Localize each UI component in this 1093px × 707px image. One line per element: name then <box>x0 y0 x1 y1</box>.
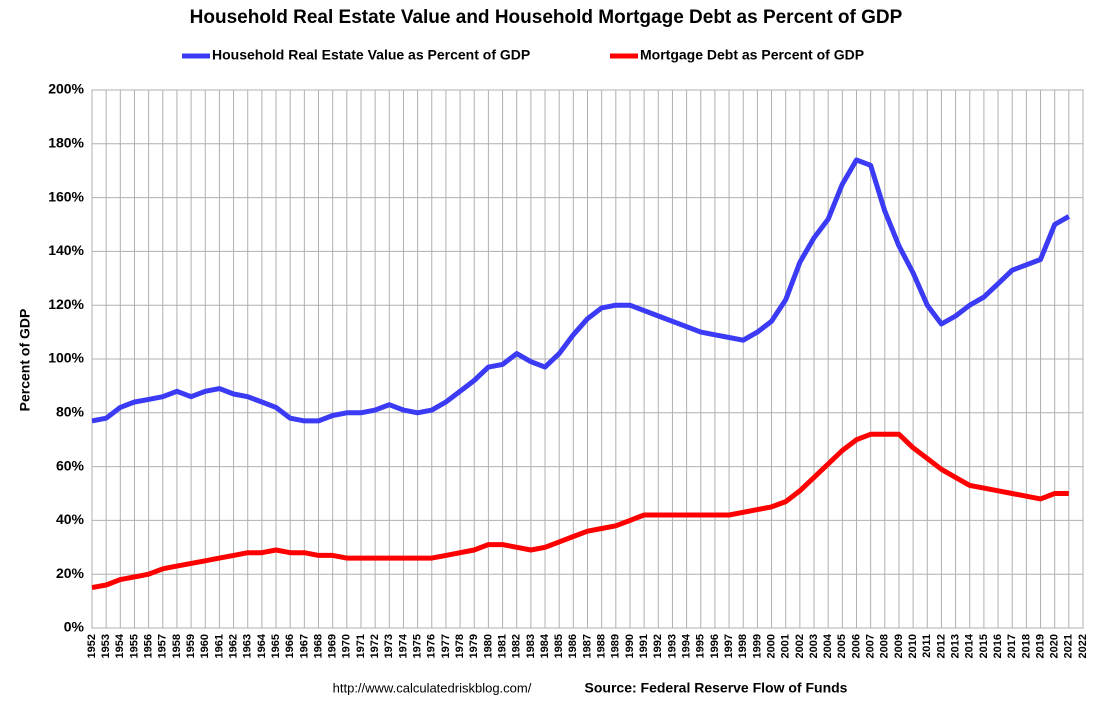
x-tick-label: 1984 <box>539 633 551 658</box>
x-tick-label: 1991 <box>638 634 650 658</box>
x-tick-label: 1976 <box>426 634 438 658</box>
x-tick-label: 1969 <box>327 634 339 658</box>
y-tick-label: 180% <box>48 135 84 151</box>
x-tick-label: 2021 <box>1063 634 1075 658</box>
x-tick-label: 1980 <box>482 634 494 658</box>
x-tick-label: 1968 <box>312 634 324 658</box>
x-tick-label: 1996 <box>709 634 721 658</box>
x-tick-label: 1964 <box>256 633 268 658</box>
y-tick-label: 80% <box>56 404 85 420</box>
x-tick-label: 2016 <box>992 634 1004 658</box>
x-tick-label: 1997 <box>723 634 735 658</box>
y-tick-label: 140% <box>48 242 84 258</box>
x-tick-label: 1999 <box>751 634 763 658</box>
x-tick-label: 1954 <box>114 633 126 658</box>
x-tick-label: 1993 <box>666 634 678 658</box>
x-tick-label: 1967 <box>298 634 310 658</box>
x-tick-label: 1963 <box>242 634 254 658</box>
source: Source: Federal Reserve Flow of Funds <box>585 680 848 696</box>
x-tick-label: 1952 <box>86 634 98 658</box>
x-tick-label: 2018 <box>1020 634 1032 658</box>
y-tick-label: 0% <box>64 619 85 635</box>
x-tick-label: 2009 <box>893 634 905 658</box>
x-tick-label: 1960 <box>199 634 211 658</box>
line <box>91 157 1071 424</box>
x-tick-label: 2022 <box>1077 634 1089 658</box>
x-tick-label: 2010 <box>907 634 919 658</box>
x-tick-label: 1972 <box>369 634 381 658</box>
x-tick-label: 1985 <box>553 634 565 658</box>
x-tick-label: 1983 <box>525 634 537 658</box>
x-tick-label: 1971 <box>355 634 367 658</box>
x-tick-label: 2012 <box>935 634 947 658</box>
x-tick-label: 1995 <box>695 634 707 658</box>
y-tick-label: 60% <box>56 457 85 473</box>
legend-label: Household Real Estate Value as Percent o… <box>212 47 530 63</box>
x-tick-label: 1959 <box>185 634 197 658</box>
x-tick-label: 2014 <box>964 633 976 658</box>
y-axis-label: Percent of GDP <box>17 309 33 412</box>
y-tick-label: 200% <box>48 81 84 97</box>
source-url: http://www.calculatedriskblog.com/ <box>333 680 532 695</box>
x-tick-label: 2013 <box>949 634 961 658</box>
x-tick-label: 1975 <box>412 634 424 658</box>
x-tick-label: 2011 <box>921 634 933 658</box>
x-tick-label: 1970 <box>341 634 353 658</box>
x-tick-label: 1979 <box>468 634 480 658</box>
x-tick-label: 1962 <box>227 634 239 658</box>
x-tick-label: 1957 <box>157 634 169 658</box>
x-tick-label: 2004 <box>822 633 834 658</box>
x-tick-label: 1973 <box>383 634 395 658</box>
x-tick-label: 1965 <box>270 634 282 658</box>
line <box>91 431 1069 591</box>
x-tick-label: 1978 <box>454 634 466 658</box>
x-tick-label: 2017 <box>1006 634 1018 658</box>
x-tick-label: 2007 <box>865 634 877 658</box>
x-tick-label: 2001 <box>780 634 792 658</box>
x-tick-label: 2020 <box>1049 634 1061 658</box>
x-tick-label: 1990 <box>624 634 636 658</box>
x-tick-label: 1953 <box>100 634 112 658</box>
x-tick-label: 1974 <box>397 633 409 658</box>
x-tick-label: 1977 <box>440 634 452 658</box>
x-tick-label: 1982 <box>511 634 523 658</box>
x-tick-label: 2003 <box>808 634 820 658</box>
x-tick-label: 2006 <box>850 634 862 658</box>
x-tick-label: 1989 <box>610 634 622 658</box>
chart-title: Household Real Estate Value and Househol… <box>190 7 903 28</box>
x-tick-label: 2005 <box>836 634 848 658</box>
x-tick-label: 1955 <box>128 634 140 658</box>
x-tick-label: 1987 <box>581 634 593 658</box>
x-tick-label: 1958 <box>171 634 183 658</box>
x-tick-label: 2015 <box>978 634 990 658</box>
x-tick-label: 1988 <box>596 634 608 658</box>
legend-label: Mortgage Debt as Percent of GDP <box>640 47 864 63</box>
x-tick-label: 1981 <box>496 634 508 658</box>
x-tick-label: 1992 <box>652 634 664 658</box>
x-tick-label: 1961 <box>213 634 225 658</box>
x-tick-label: 2000 <box>765 634 777 658</box>
x-tick-label: 2019 <box>1034 634 1046 658</box>
x-tick-label: 2002 <box>794 634 806 658</box>
y-tick-label: 20% <box>56 565 85 581</box>
x-tick-label: 2008 <box>879 634 891 658</box>
x-tick-label: 1994 <box>681 633 693 658</box>
x-tick-label: 1986 <box>567 634 579 658</box>
x-tick-label: 1956 <box>143 634 155 658</box>
y-tick-label: 100% <box>48 350 84 366</box>
x-tick-label: 1998 <box>737 634 749 658</box>
y-tick-label: 120% <box>48 296 84 312</box>
y-tick-label: 40% <box>56 511 85 527</box>
y-tick-label: 160% <box>48 188 84 204</box>
x-tick-label: 1966 <box>284 634 296 658</box>
